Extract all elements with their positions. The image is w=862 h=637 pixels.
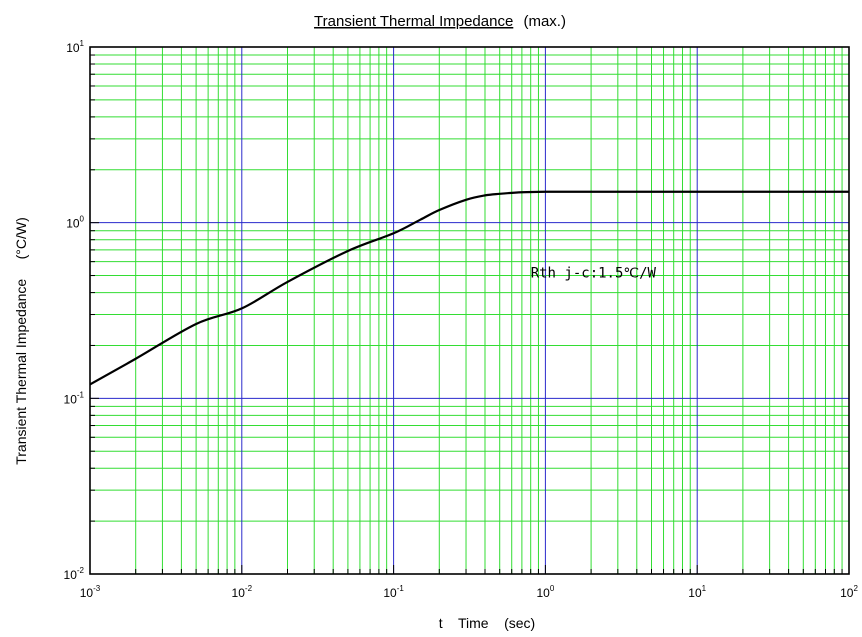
chart-title-suffix: (max.): [523, 13, 566, 30]
impedance-curve: [89, 190, 849, 386]
x-tick-exponent: -1: [397, 584, 405, 593]
x-tick-base: 10: [232, 586, 246, 600]
y-tick-label: 101: [66, 39, 84, 55]
major-gridlines: [90, 47, 849, 574]
y-tick-base: 10: [64, 568, 78, 582]
y-axis-label: Transient Thermal Impedance (°C/W): [13, 217, 29, 465]
x-tick-label: 10-2: [232, 584, 253, 600]
x-tick-base: 10: [383, 586, 397, 600]
y-tick-exponent: 1: [80, 39, 85, 48]
x-tick-label: 102: [840, 584, 858, 600]
axis-ticks: [90, 54, 843, 574]
x-tick-label: 101: [688, 584, 706, 600]
y-tick-exponent: -1: [77, 390, 85, 399]
x-tick-label: 10-3: [80, 584, 101, 600]
x-tick-base: 10: [80, 586, 94, 600]
x-tick-label: 10-1: [383, 584, 404, 600]
plot-frame: [89, 46, 850, 575]
x-tick-exponent: -2: [245, 584, 253, 593]
x-tick-base: 10: [536, 586, 550, 600]
x-tick-base: 10: [840, 586, 854, 600]
y-tick-label: 10-2: [64, 566, 85, 582]
x-tick-label: 100: [536, 584, 554, 600]
minor-gridlines: [90, 47, 849, 574]
x-axis-label: t Time (sec): [439, 615, 535, 631]
y-tick-exponent: 0: [80, 215, 85, 224]
x-tick-exponent: 0: [550, 584, 555, 593]
x-tick-exponent: 2: [853, 584, 858, 593]
y-tick-exponent: -2: [77, 566, 85, 575]
chart-title: Transient Thermal Impedance (max.): [314, 13, 566, 30]
x-tick-labels: 10-3 10-2 10-1 100 101 102: [80, 584, 859, 600]
annotation-rth: Rth j-c:1.5℃/W: [531, 266, 657, 282]
x-tick-exponent: 1: [702, 584, 707, 593]
y-tick-label: 10-1: [64, 390, 85, 406]
y-tick-base: 10: [64, 392, 78, 406]
y-tick-label: 100: [66, 215, 84, 231]
x-tick-base: 10: [688, 586, 702, 600]
chart-title-main: Transient Thermal Impedance: [314, 13, 513, 30]
x-tick-exponent: -3: [93, 584, 101, 593]
y-tick-base: 10: [66, 41, 80, 55]
y-tick-base: 10: [66, 217, 80, 231]
